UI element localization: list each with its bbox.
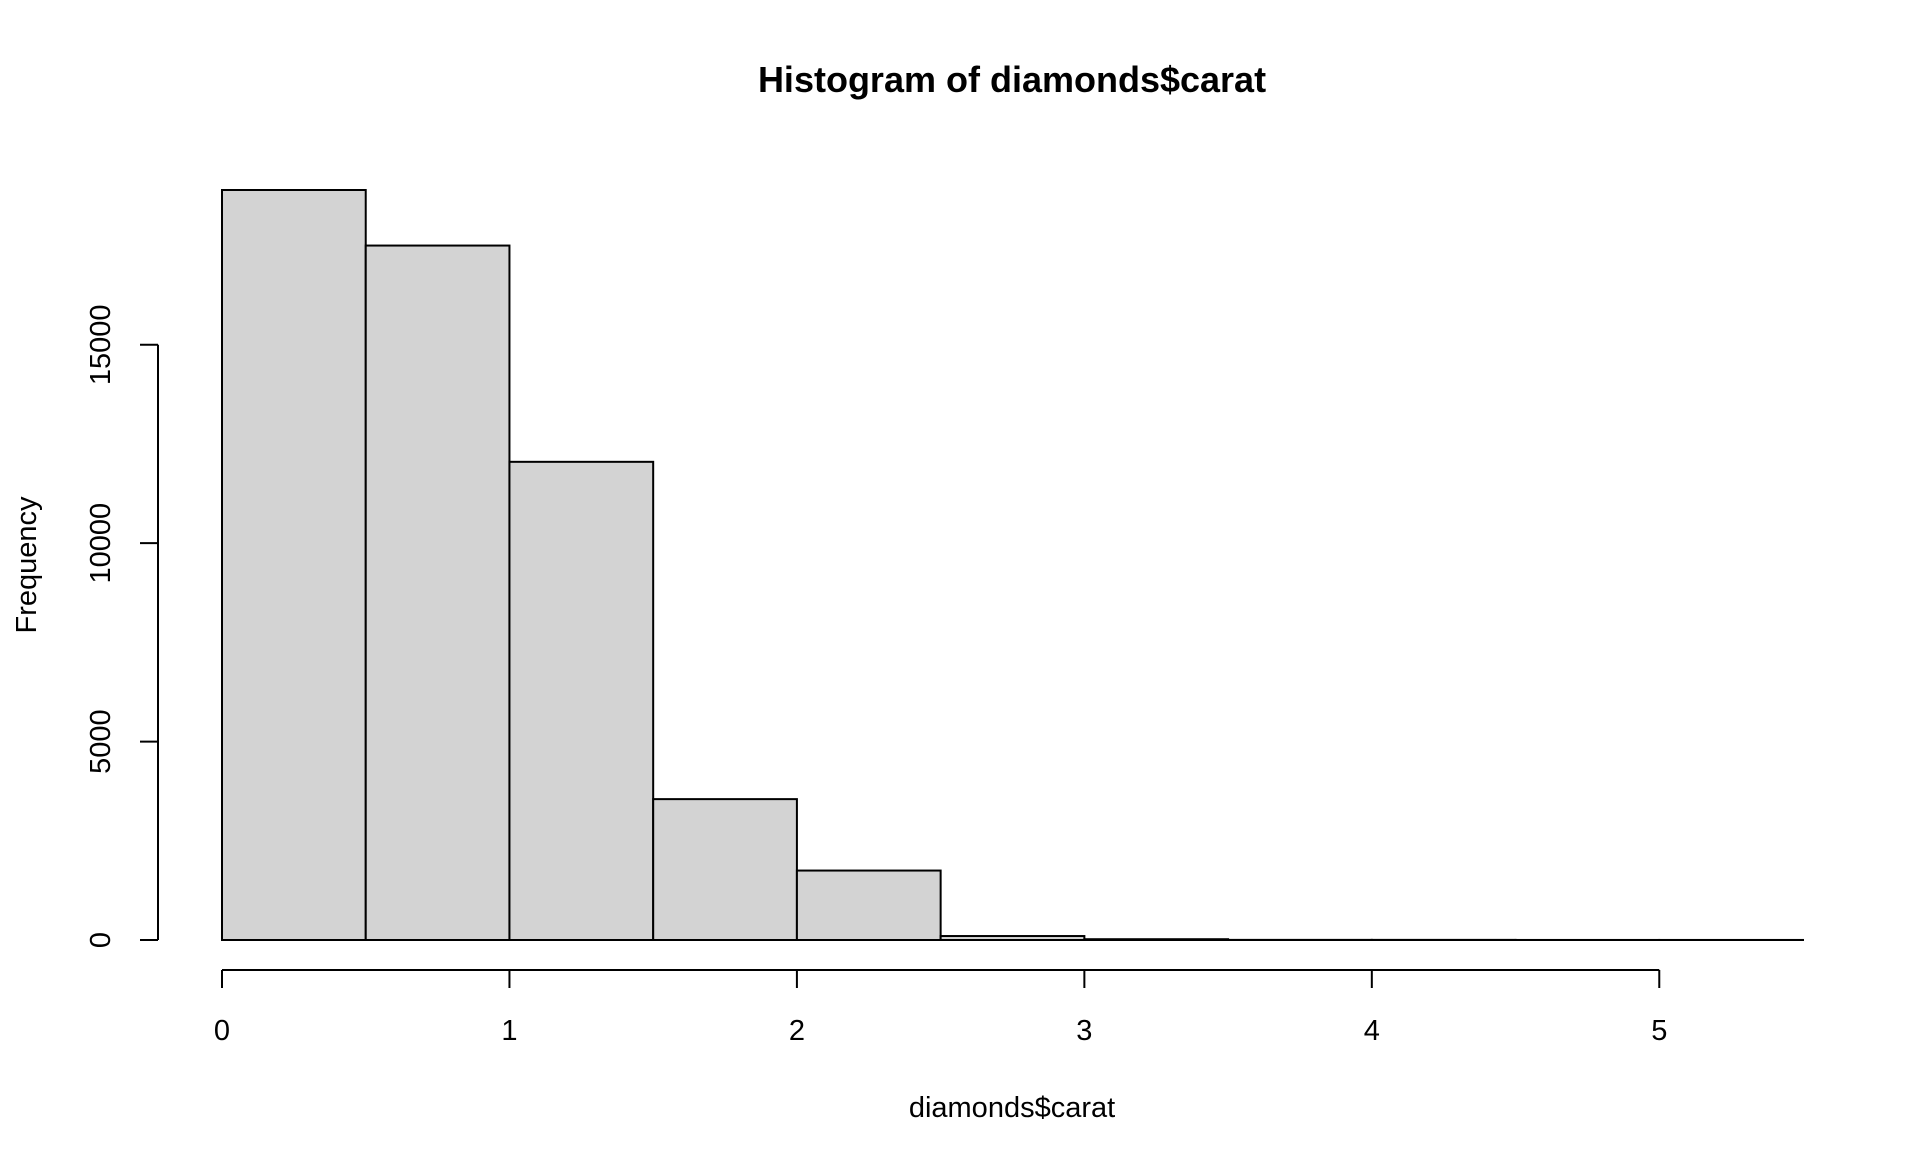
- x-tick-label: 4: [1364, 1015, 1380, 1047]
- histogram-bar: [364, 244, 511, 942]
- y-tick-label: 10000: [85, 503, 117, 584]
- histogram-bar: [795, 869, 942, 941]
- x-axis: 0 1 2 3 4 5: [214, 969, 1667, 1047]
- histogram-bar: [508, 460, 655, 941]
- y-tick-label: 5000: [85, 709, 117, 774]
- histogram-bar: [221, 189, 367, 941]
- chart-title: Histogram of diamonds$carat: [758, 59, 1266, 100]
- histogram-bar: [652, 798, 798, 942]
- y-axis-label: Frequency: [11, 496, 43, 634]
- y-tick-label: 0: [85, 932, 117, 948]
- x-tick-label: 2: [789, 1015, 805, 1047]
- x-tick-label: 1: [501, 1015, 517, 1047]
- bars-group: [221, 189, 1804, 942]
- x-tick-label: 0: [214, 1015, 230, 1047]
- y-tick-label: 15000: [85, 304, 117, 385]
- y-axis: 0 5000 10000 15000: [85, 304, 159, 948]
- x-axis-label: diamonds$carat: [909, 1092, 1115, 1124]
- x-tick-label: 3: [1076, 1015, 1092, 1047]
- x-tick-label: 5: [1651, 1015, 1667, 1047]
